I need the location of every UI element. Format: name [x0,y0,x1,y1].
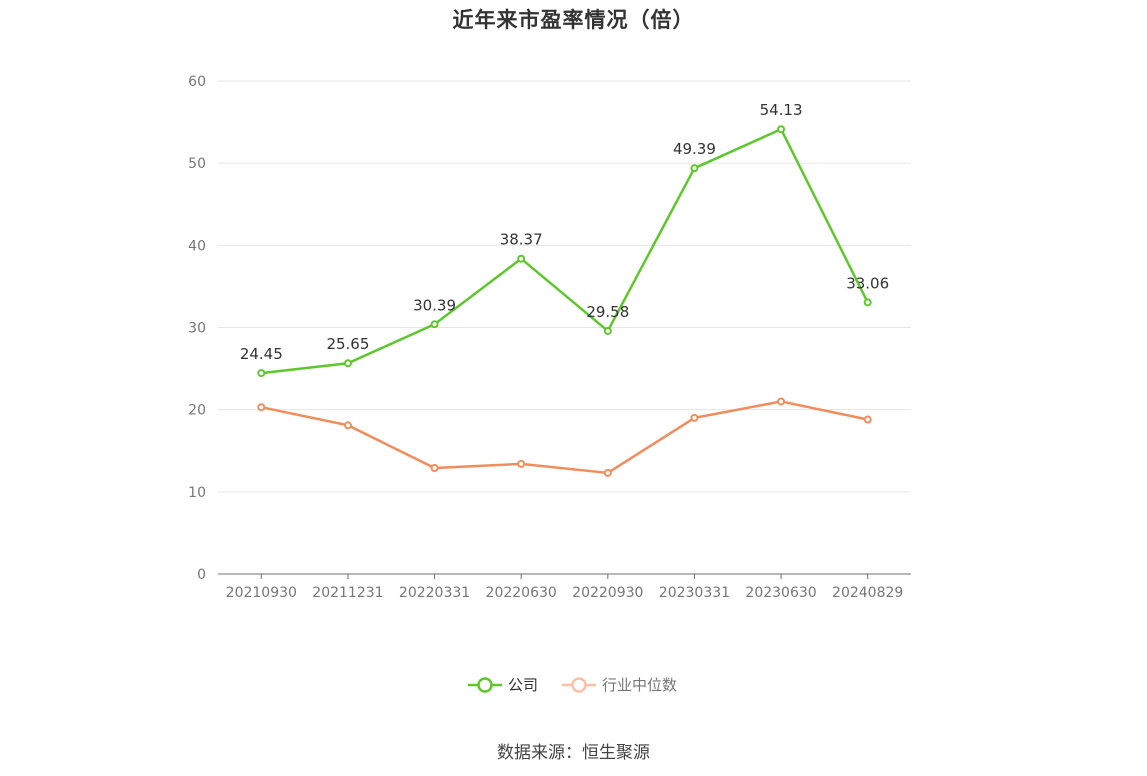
data-point[interactable] [257,403,266,412]
y-tick-label: 60 [188,74,206,90]
data-point[interactable] [430,464,439,473]
data-point[interactable] [257,369,266,378]
source-note: 数据来源：恒生聚源 [497,743,650,763]
data-point[interactable] [343,359,352,368]
y-tick-label: 50 [188,156,206,172]
legend-label: 公司 [508,676,538,694]
data-labels: 24.45 25.65 30.39 38.37 29.58 49.39 54.13 33.06 [240,101,889,363]
data-point[interactable] [690,413,699,422]
y-tick-label: 10 [188,485,206,501]
data-label: 49.39 [673,140,716,158]
data-label: 25.65 [326,335,369,353]
data-label: 33.06 [846,274,889,292]
x-tick-label: 20240829 [832,585,903,601]
x-tick-label: 20211231 [312,585,383,601]
data-point[interactable] [863,298,872,307]
data-label: 24.45 [240,345,283,363]
axes: 0 10 20 30 40 50 60 20210930 20211231 20220331 202… [188,74,911,601]
data-point[interactable] [603,468,612,477]
data-label: 29.58 [586,303,629,321]
data-point[interactable] [517,254,526,263]
data-point[interactable] [517,459,526,468]
chart-title: 近年来市盈率情况（倍） [452,8,695,32]
x-tick-label: 20230630 [745,585,816,601]
y-tick-label: 0 [197,567,206,583]
legend-marker-icon [571,677,587,693]
series [257,125,872,477]
y-tick-label: 30 [188,321,206,337]
x-tick-label: 20230331 [659,585,730,601]
data-point[interactable] [343,421,352,430]
x-tick-label: 20220930 [572,585,643,601]
data-label: 54.13 [760,101,803,119]
data-label: 38.37 [500,231,543,249]
legend-marker-icon [477,677,493,693]
series-line-0 [261,127,869,375]
data-label: 30.39 [413,296,456,314]
legend-item-1[interactable]: 行业中位数 [562,676,677,694]
data-point[interactable] [777,125,786,134]
y-tick-label: 20 [188,403,206,419]
x-tick-label: 20210930 [226,585,297,601]
data-point[interactable] [690,164,699,173]
data-point[interactable] [603,326,612,335]
x-tick-label: 20220630 [486,585,557,601]
legend[interactable]: 公司 行业中位数 [468,676,677,694]
data-point[interactable] [863,415,872,424]
data-point[interactable] [777,397,786,406]
x-tick-label: 20220331 [399,585,470,601]
grid-lines [218,80,911,493]
legend-item-0[interactable]: 公司 [468,676,538,694]
series-line-1 [261,400,868,475]
legend-label: 行业中位数 [602,676,677,694]
data-point[interactable] [430,320,439,329]
y-tick-label: 40 [188,238,206,254]
line-chart: 0 10 20 30 40 50 60 20210930 20211231 20220331 202… [188,74,911,694]
